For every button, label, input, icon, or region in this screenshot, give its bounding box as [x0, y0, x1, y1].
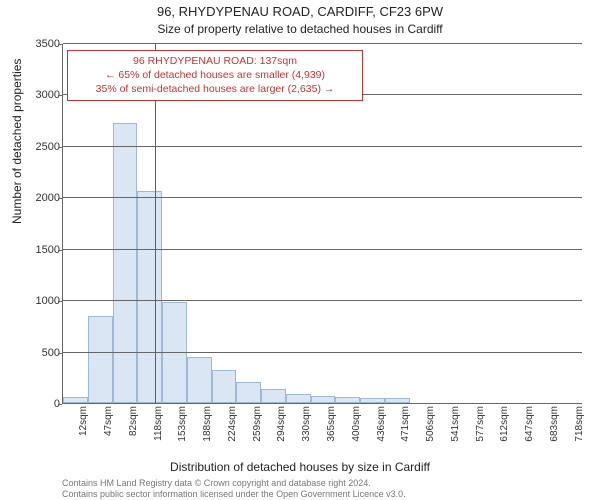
gridline	[63, 249, 582, 250]
x-tick-label: 506sqm	[425, 406, 436, 452]
histogram-bar	[113, 123, 138, 403]
y-tick-mark	[58, 198, 62, 199]
gridline	[63, 197, 582, 198]
x-tick-label: 400sqm	[351, 406, 362, 452]
y-tick-mark	[58, 95, 62, 96]
page-title: 96, RHYDYPENAU ROAD, CARDIFF, CF23 6PW	[0, 4, 600, 19]
credits-line-1: Contains HM Land Registry data © Crown c…	[62, 478, 406, 489]
x-tick-label: 683sqm	[549, 406, 560, 452]
page-subtitle: Size of property relative to detached ho…	[0, 22, 600, 36]
y-tick-label: 500	[20, 347, 60, 359]
histogram-bar	[261, 389, 286, 403]
gridline	[63, 43, 582, 44]
histogram-bar	[162, 302, 187, 403]
y-tick-mark	[58, 147, 62, 148]
histogram-bar	[385, 398, 410, 403]
y-tick-mark	[58, 301, 62, 302]
y-tick-mark	[58, 353, 62, 354]
y-tick-label: 1500	[20, 244, 60, 256]
x-tick-label: 118sqm	[153, 406, 164, 452]
x-tick-label: 612sqm	[499, 406, 510, 452]
histogram-bar	[335, 397, 360, 403]
x-axis-label: Distribution of detached houses by size …	[0, 460, 600, 474]
x-tick-label: 647sqm	[524, 406, 535, 452]
x-tick-label: 577sqm	[475, 406, 486, 452]
y-tick-label: 3500	[20, 38, 60, 50]
histogram-bar	[286, 394, 311, 403]
chart-plot-area: 96 RHYDYPENAU ROAD: 137sqm ← 65% of deta…	[62, 44, 582, 404]
gridline	[63, 146, 582, 147]
x-tick-label: 224sqm	[227, 406, 238, 452]
x-tick-label: 541sqm	[450, 406, 461, 452]
x-tick-label: 153sqm	[177, 406, 188, 452]
x-tick-label: 294sqm	[276, 406, 287, 452]
x-tick-label: 718sqm	[574, 406, 585, 452]
x-tick-label: 259sqm	[252, 406, 263, 452]
annotation-box: 96 RHYDYPENAU ROAD: 137sqm ← 65% of deta…	[67, 50, 363, 101]
y-tick-label: 2000	[20, 192, 60, 204]
y-tick-label: 2500	[20, 141, 60, 153]
gridline	[63, 300, 582, 301]
y-tick-mark	[58, 250, 62, 251]
y-tick-label: 1000	[20, 295, 60, 307]
annotation-line-3: 35% of semi-detached houses are larger (…	[74, 82, 356, 96]
gridline	[63, 352, 582, 353]
histogram-bar	[88, 316, 113, 403]
annotation-line-1: 96 RHYDYPENAU ROAD: 137sqm	[74, 54, 356, 68]
credits: Contains HM Land Registry data © Crown c…	[62, 478, 406, 500]
y-tick-label: 3000	[20, 89, 60, 101]
credits-line-2: Contains public sector information licen…	[62, 489, 406, 500]
histogram-bar	[212, 370, 237, 403]
histogram-bar	[63, 397, 88, 403]
x-tick-label: 365sqm	[326, 406, 337, 452]
histogram-bar	[360, 398, 385, 403]
histogram-bar	[187, 357, 212, 403]
x-tick-label: 330sqm	[301, 406, 312, 452]
x-tick-label: 188sqm	[202, 406, 213, 452]
histogram-bar	[236, 382, 261, 403]
histogram-bar	[137, 191, 162, 403]
annotation-line-2: ← 65% of detached houses are smaller (4,…	[74, 68, 356, 82]
histogram-bar	[311, 396, 336, 403]
y-tick-mark	[58, 44, 62, 45]
x-tick-label: 436sqm	[376, 406, 387, 452]
x-tick-label: 471sqm	[400, 406, 411, 452]
x-tick-label: 47sqm	[103, 406, 114, 452]
y-tick-mark	[58, 404, 62, 405]
x-tick-label: 12sqm	[78, 406, 89, 452]
y-tick-label: 0	[20, 398, 60, 410]
x-tick-label: 82sqm	[128, 406, 139, 452]
